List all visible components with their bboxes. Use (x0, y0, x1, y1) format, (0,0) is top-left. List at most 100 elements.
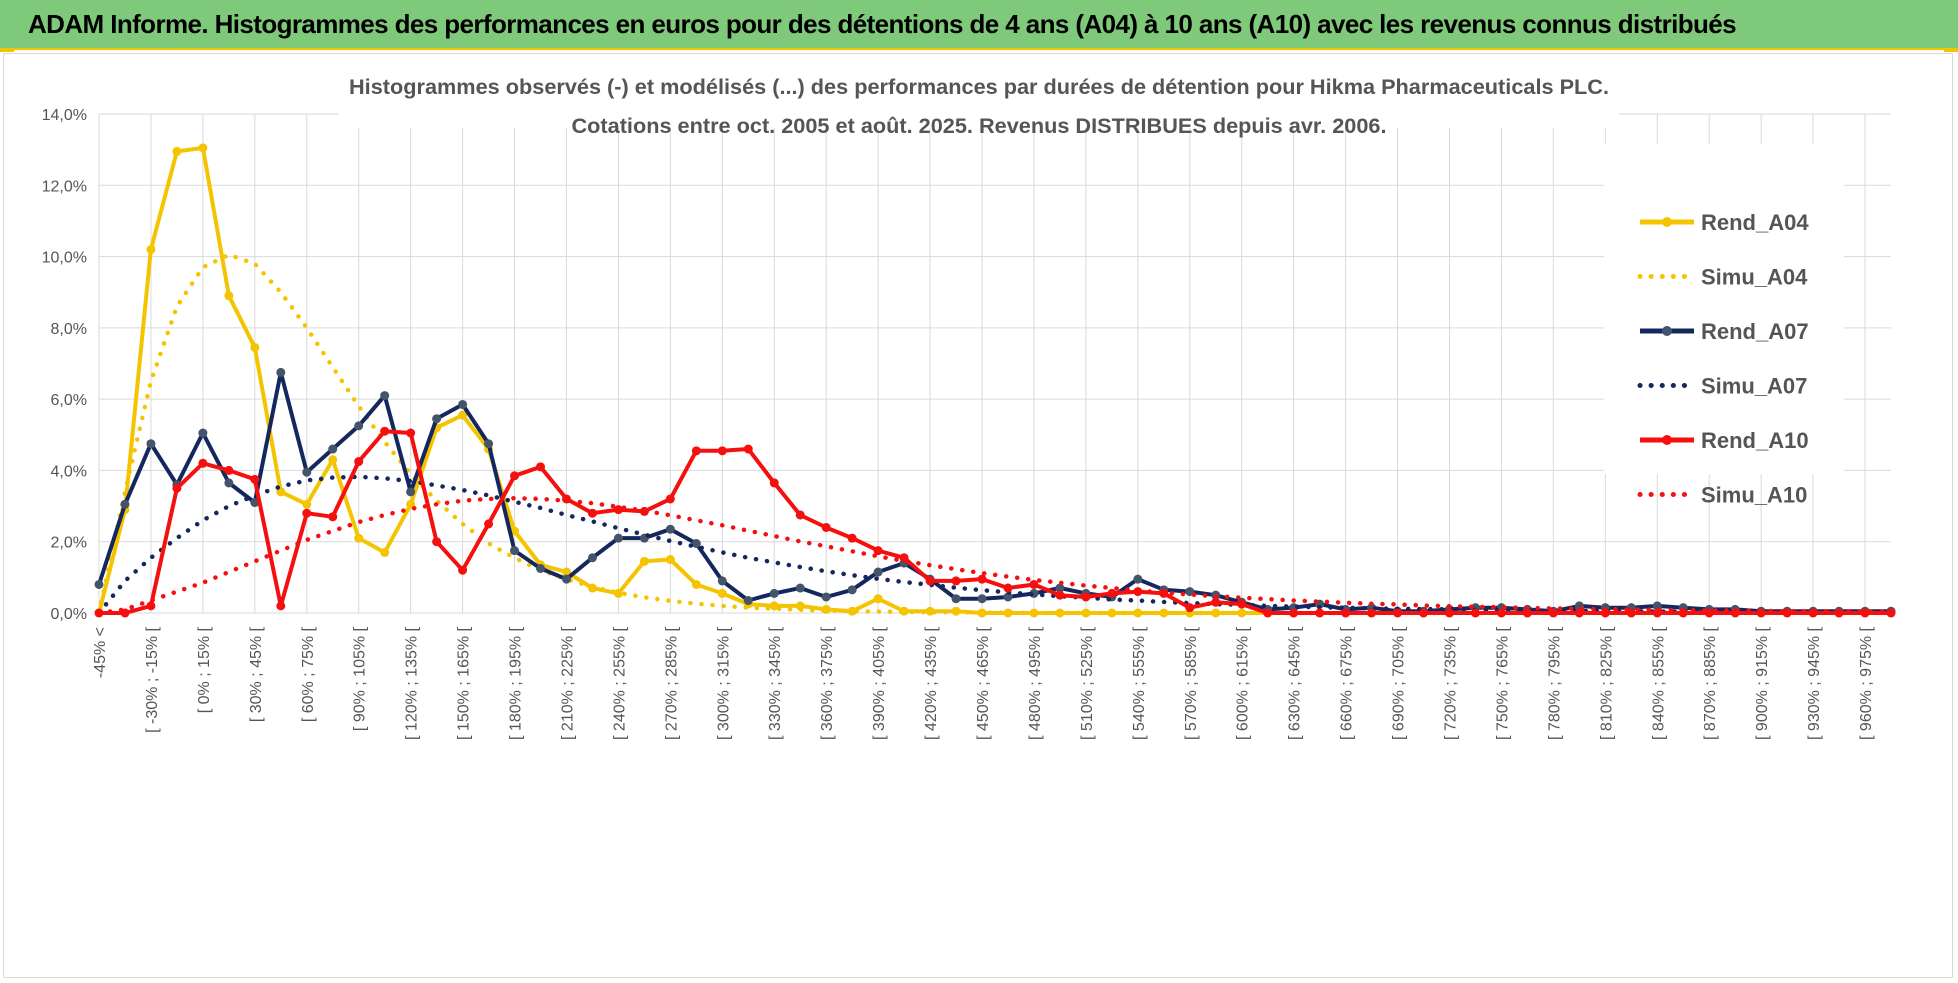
data-point (1548, 608, 1558, 618)
y-tick-label: 2,0% (51, 535, 87, 552)
data-point (1704, 608, 1714, 618)
data-point (587, 553, 597, 563)
data-point (380, 391, 390, 401)
data-point (743, 596, 753, 606)
data-point (1237, 608, 1247, 618)
data-point (613, 588, 623, 598)
x-tick-label: [ 630% ; 645% [ (1287, 626, 1304, 740)
data-point (328, 512, 338, 522)
data-point (536, 563, 546, 573)
y-tick-label: 8,0% (51, 321, 87, 338)
x-tick-label: [ 330% ; 345% [ (767, 626, 784, 740)
data-point (224, 478, 234, 488)
data-point (380, 426, 390, 436)
legend-marker (1662, 217, 1672, 227)
data-point (691, 538, 701, 548)
data-point (276, 601, 286, 611)
data-point (328, 455, 338, 465)
title-background (339, 66, 1619, 128)
data-point (1133, 608, 1143, 618)
data-point (665, 494, 675, 504)
data-point (665, 555, 675, 565)
data-point (795, 510, 805, 520)
y-tick-label: 10,0% (42, 250, 87, 267)
x-tick-label: [ 30% ; 45% [ (248, 626, 265, 722)
data-point (250, 474, 260, 484)
series-line-rend-a10 (99, 429, 1891, 615)
data-point (146, 439, 156, 449)
x-tick-label: [ 960% ; 975% [ (1858, 626, 1875, 740)
data-point (1886, 608, 1896, 618)
chart-subtitle: Cotations entre oct. 2005 et août. 2025.… (572, 115, 1387, 138)
data-point (354, 457, 364, 467)
data-point (873, 567, 883, 577)
x-tick-label: [ 390% ; 405% [ (871, 626, 888, 740)
data-point (406, 487, 416, 497)
x-tick-label: [ 690% ; 705% [ (1391, 626, 1408, 740)
x-tick-label: [ 210% ; 225% [ (559, 626, 576, 740)
series-layer (94, 143, 1896, 618)
data-point (873, 594, 883, 604)
data-point (1522, 608, 1532, 618)
data-point (172, 483, 182, 493)
series-line-simu-a07 (96, 474, 1894, 616)
data-point (769, 588, 779, 598)
data-point (198, 428, 208, 438)
data-point (224, 291, 234, 301)
data-point (1003, 608, 1013, 618)
x-tick-label: [ 570% ; 585% [ (1183, 626, 1200, 740)
data-point (561, 574, 571, 584)
data-point (1626, 608, 1636, 618)
x-tick-label: [ 150% ; 165% [ (456, 626, 473, 740)
data-point (1496, 608, 1506, 618)
data-point (1289, 608, 1299, 618)
x-tick-label: [ 780% ; 795% [ (1546, 626, 1563, 740)
data-point (354, 533, 364, 543)
x-tick-label: [ 600% ; 615% [ (1235, 626, 1252, 740)
performance-histogram-chart: 0,0% 2,0% 4,0% 6,0% 8,0% 10,0% 12,0% 14,0% -45%… (42, 66, 1896, 740)
data-point (1315, 608, 1325, 618)
data-point (561, 567, 571, 577)
x-tick-label: [ 300% ; 315% [ (715, 626, 732, 740)
legend-background (1604, 144, 1844, 474)
data-point (1341, 608, 1351, 618)
data-point (510, 471, 520, 481)
data-point (250, 342, 260, 352)
data-point (847, 585, 857, 595)
y-tick-label: 4,0% (51, 463, 87, 480)
data-point (613, 533, 623, 543)
chart-title: Histogrammes observés (-) et modélisés (… (349, 76, 1609, 99)
x-tick-label: [ 480% ; 495% [ (1027, 626, 1044, 740)
data-point (769, 478, 779, 488)
data-point (458, 565, 468, 575)
data-point (406, 428, 416, 438)
legend: Rend_A04 Simu_A04 Rend_A07 Simu_A07 Rend_A10… (1604, 144, 1844, 508)
series-simu-a10 (96, 495, 1894, 616)
data-point (1003, 592, 1013, 602)
data-point (691, 579, 701, 589)
x-tick-label: [ 450% ; 465% [ (975, 626, 992, 740)
data-point (613, 505, 623, 515)
data-point (484, 519, 494, 529)
x-tick-label: [ 270% ; 285% [ (663, 626, 680, 740)
data-point (587, 508, 597, 518)
data-point (224, 465, 234, 475)
series-simu-a07 (96, 474, 1894, 616)
y-tick-label: 12,0% (42, 178, 87, 195)
chart-frame: 0,0% 2,0% 4,0% 6,0% 8,0% 10,0% 12,0% 14,0% -45%… (3, 53, 1953, 978)
data-point (458, 399, 468, 409)
legend-label-simu-a07: Simu_A07 (1701, 374, 1807, 399)
series-line-rend-a07 (97, 370, 1891, 614)
y-tick-label: 0,0% (51, 606, 87, 623)
data-point (691, 446, 701, 456)
data-point (821, 592, 831, 602)
data-point (1393, 608, 1403, 618)
data-point (354, 421, 364, 431)
x-tick-label: [ 810% ; 825% [ (1598, 626, 1615, 740)
x-tick-label: [ 420% ; 435% [ (923, 626, 940, 740)
corner-accent (0, 48, 14, 52)
data-point (1367, 608, 1377, 618)
x-tick-label: [ 660% ; 675% [ (1339, 626, 1356, 740)
x-tick-label: [ 900% ; 915% [ (1754, 626, 1771, 740)
x-tick-label: [ 90% ; 105% [ (352, 626, 369, 731)
